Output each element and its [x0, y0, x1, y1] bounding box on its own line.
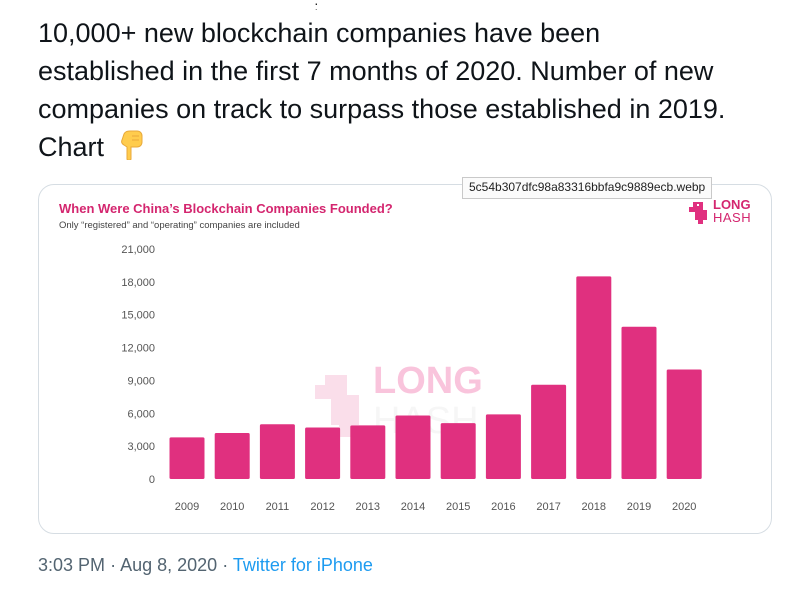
tweet-text-line-1: 10,000+ new blockchain companies have be…: [38, 18, 601, 48]
longhash-dino-icon: [689, 202, 707, 224]
chart-subtitle: Only “registered” and “operating” compan…: [59, 220, 300, 231]
x-tick-label: 2015: [446, 501, 470, 513]
x-tick-label: 2011: [266, 501, 290, 513]
tweet-source-link[interactable]: Twitter for iPhone: [232, 555, 373, 575]
x-tick-label: 2016: [491, 501, 515, 513]
tweet-image-card[interactable]: LONG HASH 0 3,000 6,000 9,000 12,000 15,000 18…: [38, 184, 772, 534]
x-tick-label: 2014: [401, 501, 425, 513]
bar-2018: [576, 276, 612, 479]
bar-2014: [395, 415, 431, 479]
bar-2011: [259, 424, 295, 479]
logo-line-1: LONG: [713, 197, 751, 212]
separator-dot: ·: [222, 555, 229, 575]
x-axis: 2009 2010 2011 2012 2013 2014 2015 2016 2017 2018…: [175, 501, 697, 513]
bar-2010: [214, 433, 250, 479]
filename-tooltip: 5c54b307dfc98a83316bbfa9c9889ecb.webp: [462, 177, 713, 199]
bars-group: [169, 276, 702, 479]
bar-chart: LONG HASH 03,0006,0009,00012,00015,00018…: [121, 244, 702, 513]
longhash-logo: LONG HASH: [687, 197, 751, 227]
y-tick-label: 15,000: [121, 310, 155, 322]
tweet-time[interactable]: 3:03 PM: [38, 555, 106, 575]
x-tick-label: 2010: [220, 501, 244, 513]
tweet-text-line-4: Chart: [38, 132, 105, 162]
tweet-text-line-3: companies on track to surpass those esta…: [38, 94, 726, 124]
x-tick-label: 2020: [672, 501, 696, 513]
clipped-text-fragment: · ·: [314, 0, 325, 10]
logo-line-2: HASH: [713, 210, 752, 225]
y-tick-label: 21,000: [121, 244, 155, 256]
bar-2016: [485, 414, 521, 479]
y-axis: 0 3,000 6,000 9,000 12,000 15,000 18,000 21,000: [121, 244, 155, 486]
bar-2009: [169, 437, 205, 479]
x-tick-label: 2012: [310, 501, 334, 513]
bar-2013: [350, 425, 386, 479]
tweet-metadata: 3:03 PM · Aug 8, 2020 · Twitter for iPho…: [38, 555, 373, 576]
tweet-date[interactable]: Aug 8, 2020: [120, 555, 218, 575]
bar-2019: [621, 326, 657, 479]
bar-2015: [440, 423, 476, 479]
x-tick-label: 2019: [627, 501, 651, 513]
y-tick-label: 0: [149, 474, 155, 486]
separator-dot: ·: [110, 555, 117, 575]
tweet-text-line-2: established in the first 7 months of 202…: [38, 56, 714, 86]
x-tick-label: 2013: [356, 501, 380, 513]
x-tick-label: 2018: [582, 501, 606, 513]
y-tick-label: 9,000: [127, 375, 155, 387]
pointing-down-hand-icon: [118, 130, 144, 170]
tweet-text: 10,000+ new blockchain companies have be…: [38, 14, 778, 170]
bar-2017: [531, 384, 567, 479]
x-tick-label: 2009: [175, 501, 199, 513]
y-tick-label: 18,000: [121, 277, 155, 289]
bar-2012: [305, 427, 341, 479]
x-tick-label: 2017: [536, 501, 560, 513]
y-tick-label: 6,000: [127, 408, 155, 420]
bar-2020: [666, 369, 702, 479]
chart-title: When Were China’s Blockchain Companies F…: [59, 201, 393, 216]
y-tick-label: 3,000: [127, 441, 155, 453]
watermark-line-1: LONG: [373, 360, 483, 402]
y-tick-label: 12,000: [121, 343, 155, 355]
